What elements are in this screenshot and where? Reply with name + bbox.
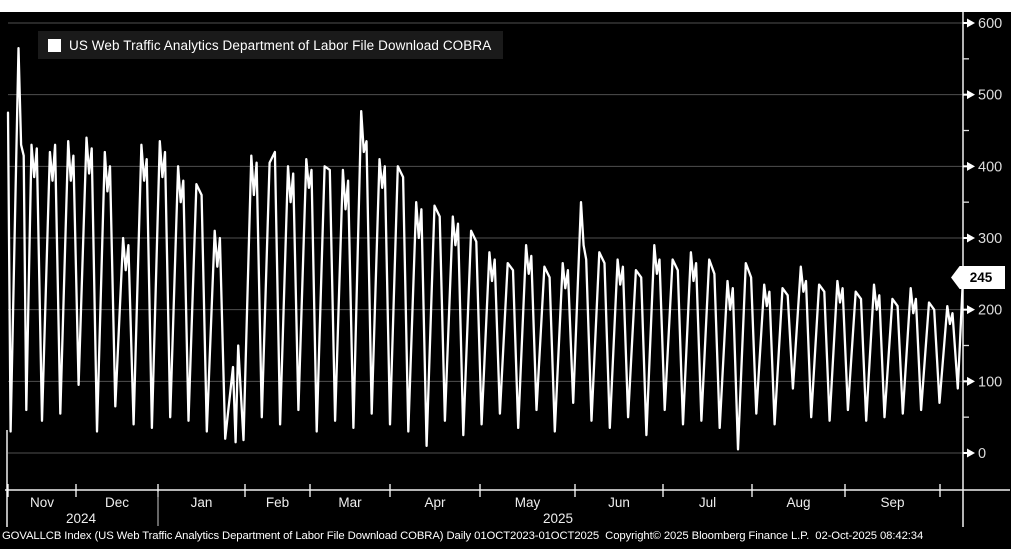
legend-swatch-icon <box>48 38 61 52</box>
month-label: Mar <box>338 495 362 510</box>
month-label: Feb <box>266 495 289 510</box>
last-price-value: 245 <box>969 270 993 285</box>
y-tick-arrow-icon <box>967 18 975 28</box>
legend-item-series[interactable]: US Web Traffic Analytics Department of L… <box>38 31 504 59</box>
month-label: Sep <box>880 495 904 510</box>
y-axis-label: 600 <box>978 16 1002 32</box>
y-axis-label: 100 <box>978 374 1002 390</box>
y-tick-arrow-icon <box>967 448 975 458</box>
last-price-badge: 245 <box>951 266 1005 289</box>
month-label: Jun <box>608 495 630 510</box>
year-label: 2025 <box>543 511 573 526</box>
y-tick-arrow-icon <box>967 305 975 315</box>
y-axis-label: 200 <box>978 303 1002 319</box>
y-tick-arrow-icon <box>967 90 975 100</box>
y-tick-arrow-icon <box>967 161 975 171</box>
y-tick-arrow-icon <box>967 376 975 386</box>
month-label: Apr <box>424 495 446 510</box>
y-axis-label: 0 <box>978 446 986 462</box>
legend-label: US Web Traffic Analytics Department of L… <box>69 37 492 53</box>
y-axis-label: 500 <box>978 88 1002 104</box>
y-axis-label: 300 <box>978 231 1002 247</box>
month-label: Nov <box>30 495 54 510</box>
month-label: May <box>515 495 541 510</box>
month-label: Jan <box>191 495 213 510</box>
month-label: Aug <box>786 495 810 510</box>
year-label: 2024 <box>66 511 97 526</box>
y-axis-label: 400 <box>978 159 1002 175</box>
month-label: Dec <box>105 495 129 510</box>
y-tick-arrow-icon <box>967 233 975 243</box>
chart-footer-text: GOVALLCB Index (US Web Traffic Analytics… <box>2 530 924 542</box>
series-line <box>6 46 965 451</box>
month-label: Jul <box>699 495 716 510</box>
